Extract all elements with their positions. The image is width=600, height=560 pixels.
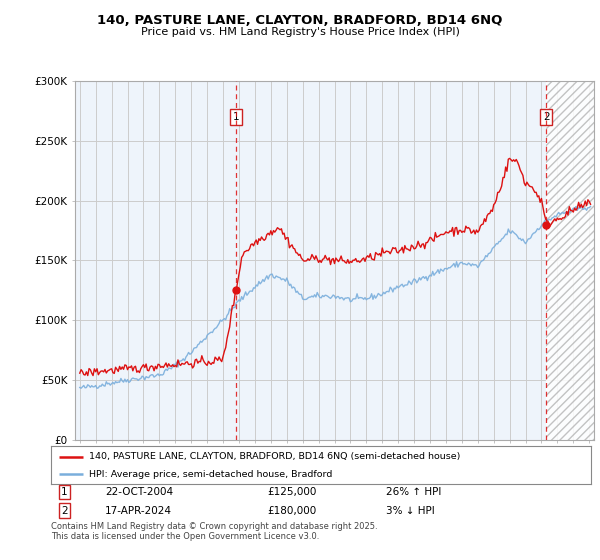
Text: Price paid vs. HM Land Registry's House Price Index (HPI): Price paid vs. HM Land Registry's House … xyxy=(140,27,460,37)
Text: 140, PASTURE LANE, CLAYTON, BRADFORD, BD14 6NQ (semi-detached house): 140, PASTURE LANE, CLAYTON, BRADFORD, BD… xyxy=(89,452,460,461)
Text: 3% ↓ HPI: 3% ↓ HPI xyxy=(386,506,434,516)
Bar xyxy=(546,81,594,440)
Text: 17-APR-2024: 17-APR-2024 xyxy=(105,506,172,516)
Text: 1: 1 xyxy=(61,487,68,497)
Text: £180,000: £180,000 xyxy=(267,506,316,516)
Text: £125,000: £125,000 xyxy=(267,487,316,497)
Text: 140, PASTURE LANE, CLAYTON, BRADFORD, BD14 6NQ: 140, PASTURE LANE, CLAYTON, BRADFORD, BD… xyxy=(97,14,503,27)
Text: 22-OCT-2004: 22-OCT-2004 xyxy=(105,487,173,497)
Bar xyxy=(546,81,594,440)
Text: HPI: Average price, semi-detached house, Bradford: HPI: Average price, semi-detached house,… xyxy=(89,470,332,479)
Text: 2: 2 xyxy=(543,112,550,122)
Text: 2: 2 xyxy=(61,506,68,516)
Text: 26% ↑ HPI: 26% ↑ HPI xyxy=(386,487,441,497)
Text: Contains HM Land Registry data © Crown copyright and database right 2025.
This d: Contains HM Land Registry data © Crown c… xyxy=(51,522,377,542)
Text: 1: 1 xyxy=(233,112,239,122)
